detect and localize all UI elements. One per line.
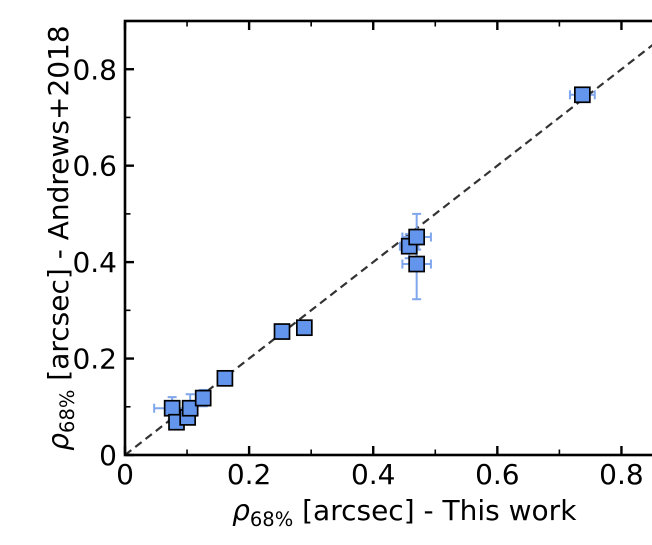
data-point-marker — [216, 369, 234, 387]
x-tick-label: 0.2 — [227, 458, 272, 491]
data-point-marker — [181, 399, 199, 417]
y-tick-label: 0.4 — [72, 246, 117, 279]
scatter-plot-figure: 0 0 0.2 0.2 0.4 0.4 0.6 0.6 0.8 0.8 ρ68% [arcsec] … — [40, 16, 652, 529]
data-point-marker — [163, 399, 181, 417]
data-point-marker — [408, 228, 426, 246]
data-point-marker — [573, 86, 591, 104]
data-point-marker — [408, 255, 426, 273]
x-tick-label: 0 — [116, 458, 134, 491]
x-tick-label: 0.8 — [599, 458, 644, 491]
y-tick-label: 0.2 — [72, 343, 117, 376]
x-axis-label: ρ68% [arcsec] - This work — [232, 494, 577, 529]
y-axis-label: ρ68% [arcsec] - Andrews+2018 — [42, 25, 79, 450]
data-point-marker — [273, 323, 291, 340]
axes-box — [123, 19, 652, 457]
y-tick-label: 0 — [99, 439, 117, 472]
x-tick-label: 0.6 — [475, 458, 520, 491]
y-tick-label: 0.8 — [72, 53, 117, 86]
data-point-marker — [194, 389, 212, 407]
y-tick-label: 0.6 — [72, 150, 117, 183]
data-point-marker — [295, 319, 313, 337]
x-tick-label: 0.4 — [351, 458, 396, 491]
